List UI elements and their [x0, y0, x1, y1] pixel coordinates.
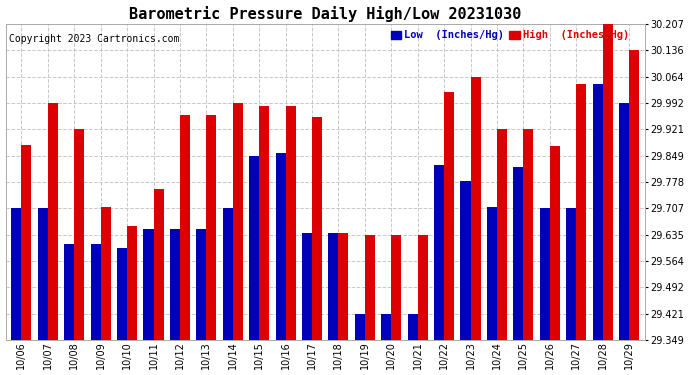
Bar [170, 229, 180, 340]
Bar [75, 129, 84, 340]
Bar [180, 115, 190, 340]
Bar [196, 229, 206, 340]
Bar [38, 208, 48, 340]
Bar [513, 166, 523, 340]
Bar [629, 50, 639, 340]
Bar [434, 165, 444, 340]
Bar [593, 84, 602, 340]
Bar [64, 244, 75, 340]
Bar [338, 233, 348, 340]
Bar [566, 208, 576, 340]
Bar [417, 235, 428, 340]
Bar [48, 103, 58, 340]
Bar [382, 314, 391, 340]
Bar [286, 106, 295, 340]
Bar [312, 117, 322, 340]
Bar [11, 208, 21, 340]
Bar [21, 145, 32, 340]
Bar [523, 129, 533, 340]
Bar [540, 208, 550, 340]
Bar [259, 106, 269, 340]
Bar [619, 103, 629, 340]
Bar [460, 182, 471, 340]
Bar [487, 207, 497, 340]
Bar [249, 156, 259, 340]
Bar [302, 233, 312, 340]
Bar [117, 248, 127, 340]
Bar [602, 24, 613, 340]
Bar [365, 235, 375, 340]
Bar [233, 103, 243, 340]
Text: Copyright 2023 Cartronics.com: Copyright 2023 Cartronics.com [9, 34, 179, 44]
Bar [550, 146, 560, 340]
Bar [101, 207, 110, 340]
Bar [355, 314, 365, 340]
Bar [223, 208, 233, 340]
Bar [206, 115, 217, 340]
Bar [391, 235, 402, 340]
Legend: Low  (Inches/Hg), High  (Inches/Hg): Low (Inches/Hg), High (Inches/Hg) [386, 26, 633, 45]
Bar [90, 244, 101, 340]
Bar [275, 153, 286, 340]
Bar [444, 92, 454, 340]
Bar [408, 314, 417, 340]
Bar [471, 77, 480, 340]
Bar [497, 129, 507, 340]
Bar [127, 225, 137, 340]
Title: Barometric Pressure Daily High/Low 20231030: Barometric Pressure Daily High/Low 20231… [129, 6, 522, 21]
Bar [576, 84, 586, 340]
Bar [153, 189, 164, 340]
Bar [144, 229, 153, 340]
Bar [328, 233, 338, 340]
